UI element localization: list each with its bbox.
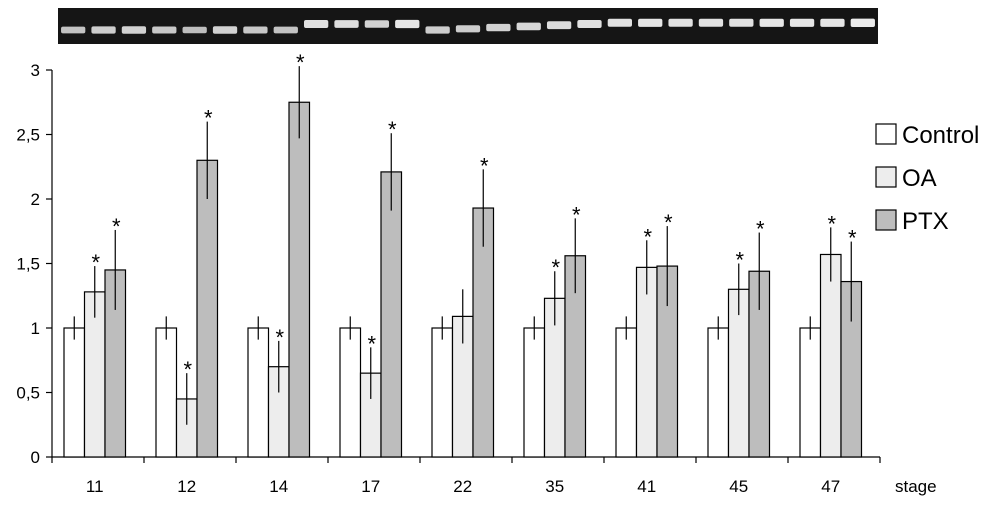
gel-band	[395, 19, 420, 29]
significance-star: *	[551, 255, 560, 280]
bar-ptx-17	[380, 171, 403, 458]
legend-label-control: Control	[902, 122, 979, 149]
x-tick-label: 41	[637, 477, 656, 496]
y-tick-label: 0	[31, 448, 40, 467]
bar-oa-41	[635, 266, 658, 458]
gel-band	[577, 20, 602, 28]
bar-control-35	[523, 327, 546, 458]
bar-control-22	[431, 327, 454, 458]
legend-swatch-control	[875, 123, 897, 145]
gel-band	[668, 18, 693, 27]
gel-band	[91, 26, 116, 34]
significance-star: *	[572, 202, 581, 227]
gel-band	[486, 23, 511, 32]
gel-band	[364, 20, 390, 28]
x-tick-label: 35	[545, 477, 564, 496]
bar-ptx-12	[196, 159, 219, 458]
gel-band	[425, 26, 450, 34]
bar-control-14	[247, 327, 270, 458]
significance-star: *	[275, 325, 284, 350]
x-tick-label: 47	[821, 477, 840, 496]
gel-band	[61, 26, 86, 34]
gel-band	[516, 22, 541, 31]
x-axis-label: stage	[895, 477, 937, 496]
x-tick-label: 22	[453, 477, 472, 496]
gel-band	[455, 25, 481, 33]
chart-legend: Control OA PTX	[875, 122, 979, 235]
gel-band	[152, 26, 177, 34]
significance-star: *	[112, 214, 121, 239]
gel-band	[273, 26, 298, 34]
gel-band	[334, 20, 359, 28]
x-tick-label: 12	[177, 477, 196, 496]
x-tick-label: 14	[269, 477, 288, 496]
gel-band	[212, 26, 238, 34]
gel-band	[304, 20, 329, 28]
gel-band	[546, 21, 572, 30]
legend-label-ptx: PTX	[902, 208, 949, 235]
bar-ptx-14	[288, 101, 311, 458]
y-tick-label: 1	[31, 319, 40, 338]
y-tick-label: 1,5	[16, 255, 40, 274]
bar-control-47	[799, 327, 822, 458]
gel-band	[182, 26, 207, 34]
bar-control-45	[707, 327, 730, 458]
gel-band	[638, 18, 663, 27]
significance-star: *	[388, 117, 397, 142]
significance-star: *	[756, 217, 765, 242]
x-tick-label: 17	[361, 477, 380, 496]
significance-star: *	[643, 224, 652, 249]
bar-control-12	[155, 327, 178, 458]
significance-star: *	[204, 106, 213, 131]
x-tick-label: 45	[729, 477, 748, 496]
significance-star: *	[91, 250, 100, 275]
bar-control-41	[615, 327, 638, 458]
bar-control-17	[339, 327, 362, 458]
gel-image-strip	[58, 8, 878, 44]
gel-band	[243, 26, 268, 34]
significance-star: *	[735, 248, 744, 273]
significance-star: *	[664, 210, 673, 235]
gel-band	[698, 18, 724, 27]
gel-band	[121, 26, 147, 34]
chart-bars: * * * * * * * * * * * * * * * * *	[63, 50, 863, 458]
significance-star: *	[848, 226, 857, 251]
legend-label-oa: OA	[902, 165, 937, 192]
legend-swatch-oa	[875, 166, 897, 188]
gel-band	[850, 18, 875, 27]
significance-star: *	[296, 50, 305, 75]
gel-band	[759, 18, 784, 27]
gel-band	[729, 18, 754, 27]
significance-star: *	[183, 357, 192, 382]
y-tick-label: 2,5	[16, 126, 40, 145]
significance-star: *	[480, 153, 489, 178]
bar-control-11	[63, 327, 86, 458]
y-tick-label: 3	[31, 61, 40, 80]
x-tick-label: 11	[86, 477, 104, 496]
y-tick-label: 0,5	[16, 384, 40, 403]
bar-oa-47	[819, 253, 842, 458]
gel-band	[789, 18, 815, 27]
y-tick-label: 2	[31, 190, 40, 209]
significance-star: *	[827, 211, 836, 236]
significance-star: *	[367, 331, 376, 356]
gel-band	[607, 18, 632, 27]
gel-band	[820, 18, 845, 27]
legend-swatch-ptx	[875, 209, 897, 231]
